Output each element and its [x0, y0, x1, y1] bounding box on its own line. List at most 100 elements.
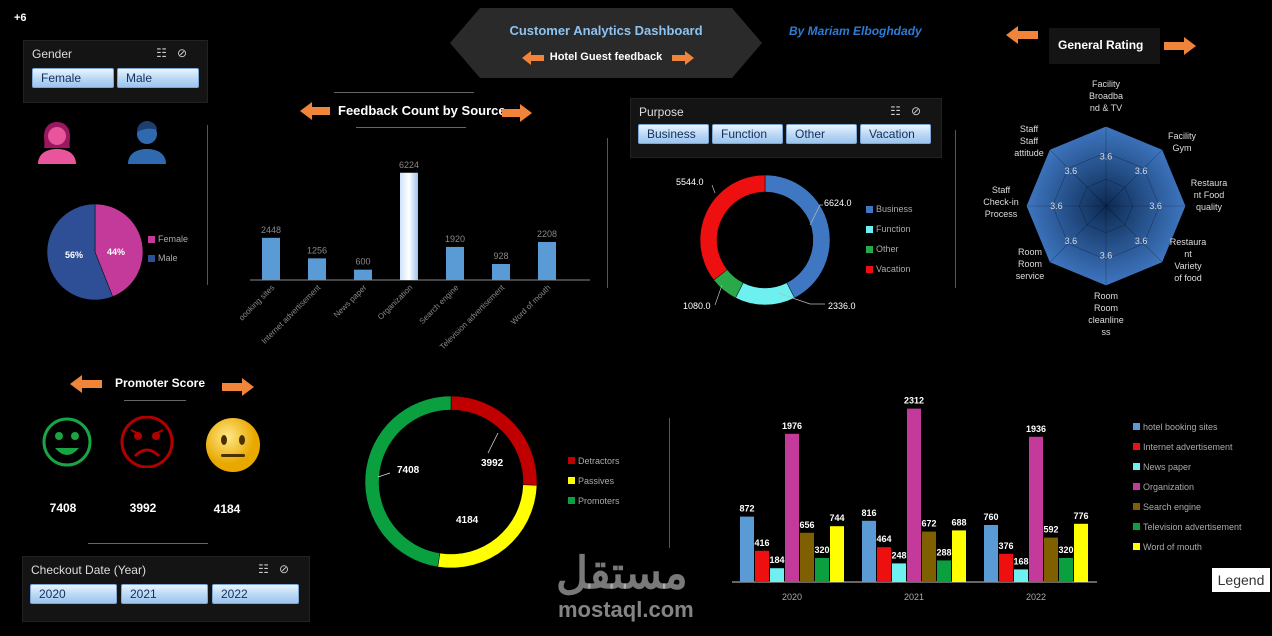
radar-axis-label: service: [1016, 271, 1045, 281]
bar-2: [354, 269, 372, 280]
clear-filter-icon[interactable]: ⊘: [176, 46, 197, 60]
bar-value-label: 816: [861, 508, 876, 518]
slicer-option-2022[interactable]: 2022: [212, 584, 299, 604]
bar-value-label: 288: [936, 547, 951, 557]
legend-button[interactable]: Legend: [1212, 568, 1270, 592]
bar-value-label: 744: [829, 513, 844, 523]
bar-value-label: 2448: [261, 225, 281, 235]
clear-filter-icon[interactable]: ⊘: [910, 104, 931, 118]
legend-label: Business: [876, 204, 913, 214]
male-person-icon: [128, 121, 166, 164]
multi-select-icon[interactable]: ☷: [890, 104, 911, 118]
slicer-option-female[interactable]: Female: [32, 68, 114, 88]
slicer-option-2021[interactable]: 2021: [121, 584, 208, 604]
slice-promoters: [364, 395, 452, 568]
bar-television-advertisement: [937, 560, 951, 582]
bar-value-label: 376: [998, 541, 1013, 551]
radar-axis-label: quality: [1196, 202, 1223, 212]
radar-value-label: 3.6: [1100, 251, 1113, 261]
bar-value-label: 1920: [445, 234, 465, 244]
legend-swatch: [1133, 443, 1140, 450]
radar-axis-label: Gym: [1173, 143, 1192, 153]
rating-title-box: [1049, 28, 1160, 64]
radar-value-label: 3.6: [1065, 166, 1078, 176]
category-label: Search engine: [418, 283, 461, 326]
bar-word-of-mouth: [952, 530, 966, 582]
radar-value-label: 3.6: [1050, 201, 1063, 211]
slicer-option-2020[interactable]: 2020: [30, 584, 117, 604]
data-label: 4184: [456, 515, 479, 526]
radar-axis-label: Staff: [992, 185, 1011, 195]
radar-value-label: 3.6: [1135, 166, 1148, 176]
gender-slicer: Gender ☷⊘ Female Male: [23, 40, 208, 103]
passives-count: 4184: [213, 502, 241, 516]
promoter-donut-chart: 3992 4184 7408 Detractors Passives Promoters: [364, 395, 620, 569]
feedback-section-title: Feedback Count by Source: [338, 103, 506, 118]
clear-filter-icon[interactable]: ⊘: [278, 562, 299, 576]
bar-news-paper: [1014, 569, 1028, 582]
bar-news-paper: [892, 563, 906, 582]
radar-axis-label: nt Food: [1194, 190, 1225, 200]
header-banner: [450, 8, 762, 78]
bar-value-label: 2208: [537, 229, 557, 239]
bar-search-engine: [1044, 537, 1058, 582]
slicer-option-business[interactable]: Business: [638, 124, 709, 144]
legend-label: Female: [158, 234, 188, 244]
radar-grid-ring: [1025, 125, 1187, 287]
bar-value-label: 928: [493, 251, 508, 261]
radar-grid-ring: [1052, 152, 1160, 260]
bar-value-label: 688: [951, 517, 966, 527]
slice-function: [735, 282, 795, 306]
bar-hotel-booking-sites: [984, 525, 998, 582]
bar-internet-advertisement: [999, 553, 1013, 582]
legend-swatch: [568, 457, 575, 464]
radar-axis-label: Facility: [1092, 79, 1121, 89]
legend-label: Detractors: [578, 456, 620, 466]
bar-value-label: 2312: [904, 396, 924, 406]
legend-label: Television advertisement: [1143, 522, 1242, 532]
legend-swatch: [866, 246, 873, 253]
right-arrow-icon: [672, 51, 694, 65]
left-arrow-icon: [522, 51, 544, 65]
leader-line: [809, 204, 823, 226]
multi-select-icon[interactable]: ☷: [258, 562, 279, 576]
slicer-title: Purpose: [639, 105, 684, 119]
data-label: 2336.0: [828, 301, 856, 311]
left-arrow-icon: [1006, 26, 1038, 44]
purpose-donut-chart: 6624.0 2336.0 1080.0 5544.0 Business Function…: [676, 174, 913, 311]
bar-value-label: 320: [814, 545, 829, 555]
radar-value-label: 3.6: [1100, 151, 1113, 161]
bar-internet-advertisement: [755, 550, 769, 582]
legend-swatch: [148, 255, 155, 262]
multi-select-icon[interactable]: ☷: [156, 46, 177, 60]
radar-axis-label: Room: [1018, 259, 1042, 269]
radar-axis-label: Process: [985, 209, 1018, 219]
legend-swatch: [1133, 503, 1140, 510]
year-axis-label: 2021: [904, 592, 924, 602]
promoter-section-title: Promoter Score: [115, 376, 206, 390]
radar-axis-label: of food: [1174, 273, 1202, 283]
radar-axis-label: Room: [1018, 247, 1042, 257]
left-arrow-icon: [70, 375, 102, 393]
legend-swatch: [1133, 483, 1140, 490]
data-label: 44%: [107, 247, 125, 257]
radar-axis-label: Restaura: [1191, 178, 1228, 188]
watermark-arabic: مستقل: [556, 549, 688, 598]
legend-label: Passives: [578, 476, 615, 486]
radar-spoke: [1105, 149, 1163, 207]
slicer-option-function[interactable]: Function: [712, 124, 783, 144]
radar-axis-label: Room: [1094, 303, 1118, 313]
bar-value-label: 872: [739, 504, 754, 514]
smile-icon: [42, 417, 92, 467]
legend-label: Organization: [1143, 482, 1194, 492]
radar-axis-label: Restaura: [1170, 237, 1207, 247]
bar-value-label: 184: [769, 555, 784, 565]
slicer-option-other[interactable]: Other: [786, 124, 857, 144]
slicer-option-vacation[interactable]: Vacation: [860, 124, 931, 144]
bar-news-paper: [770, 568, 784, 582]
data-label: 56%: [65, 250, 83, 260]
slicer-option-male[interactable]: Male: [117, 68, 199, 88]
bar-value-label: 600: [355, 257, 370, 267]
bar-5: [492, 264, 510, 280]
bar-value-label: 1976: [782, 421, 802, 431]
